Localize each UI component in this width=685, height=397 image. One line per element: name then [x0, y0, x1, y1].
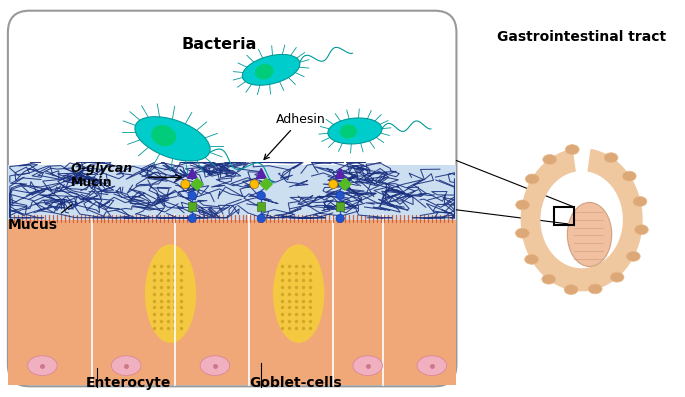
Ellipse shape: [27, 356, 57, 376]
Text: O-glycan: O-glycan: [71, 162, 133, 175]
Polygon shape: [191, 178, 203, 190]
Ellipse shape: [610, 272, 624, 282]
Ellipse shape: [516, 200, 530, 210]
Ellipse shape: [151, 125, 176, 146]
Ellipse shape: [567, 202, 612, 266]
Circle shape: [188, 191, 197, 200]
Ellipse shape: [340, 125, 357, 139]
Text: Adhesin: Adhesin: [264, 113, 326, 160]
Ellipse shape: [417, 356, 447, 376]
Bar: [188, 202, 197, 211]
Circle shape: [257, 214, 265, 223]
Ellipse shape: [255, 64, 273, 79]
Polygon shape: [335, 168, 345, 178]
Bar: [257, 202, 265, 211]
Text: Enterocyte: Enterocyte: [86, 376, 171, 390]
Ellipse shape: [516, 228, 530, 238]
Circle shape: [257, 191, 265, 200]
Text: Goblet-cells: Goblet-cells: [249, 376, 342, 390]
Text: Bacteria: Bacteria: [181, 37, 257, 52]
Ellipse shape: [353, 356, 382, 376]
Ellipse shape: [543, 154, 557, 164]
Circle shape: [188, 214, 197, 223]
Ellipse shape: [565, 145, 579, 154]
Text: Mucin: Mucin: [71, 176, 112, 189]
Ellipse shape: [242, 54, 300, 85]
Ellipse shape: [273, 244, 324, 343]
Bar: [336, 202, 345, 211]
Bar: [8, 166, 456, 220]
Polygon shape: [256, 168, 266, 178]
Ellipse shape: [112, 356, 141, 376]
Ellipse shape: [564, 285, 578, 295]
Polygon shape: [339, 178, 351, 190]
Bar: [8, 215, 456, 385]
Polygon shape: [260, 178, 272, 190]
Circle shape: [336, 191, 345, 200]
Ellipse shape: [525, 254, 538, 264]
Polygon shape: [521, 150, 642, 291]
Ellipse shape: [328, 118, 382, 144]
Circle shape: [181, 180, 190, 189]
Circle shape: [250, 180, 259, 189]
Circle shape: [329, 180, 338, 189]
Ellipse shape: [588, 284, 602, 294]
Ellipse shape: [633, 197, 647, 206]
FancyBboxPatch shape: [8, 11, 456, 386]
Ellipse shape: [525, 174, 539, 184]
Ellipse shape: [604, 153, 618, 163]
Bar: [554, 207, 574, 225]
Ellipse shape: [623, 171, 636, 181]
Text: Gastrointestinal tract: Gastrointestinal tract: [497, 30, 667, 44]
Polygon shape: [187, 168, 197, 178]
Ellipse shape: [634, 225, 648, 235]
Ellipse shape: [200, 356, 229, 376]
Ellipse shape: [145, 244, 196, 343]
Text: Mucus: Mucus: [8, 218, 58, 231]
Ellipse shape: [542, 274, 556, 284]
Ellipse shape: [626, 251, 640, 261]
Circle shape: [336, 214, 345, 223]
Ellipse shape: [135, 117, 210, 161]
